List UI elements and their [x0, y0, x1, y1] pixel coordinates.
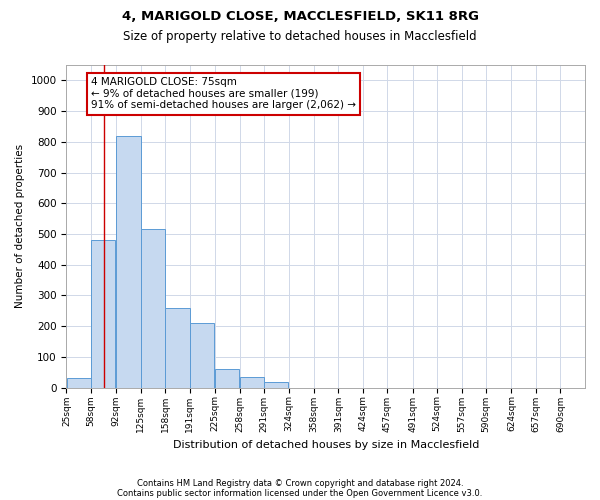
Bar [166, 308, 190, 388]
X-axis label: Distribution of detached houses by size in Macclesfield: Distribution of detached houses by size … [173, 440, 479, 450]
Bar [215, 369, 239, 388]
Text: Size of property relative to detached houses in Macclesfield: Size of property relative to detached ho… [123, 30, 477, 43]
Bar [116, 136, 140, 388]
Text: Contains public sector information licensed under the Open Government Licence v3: Contains public sector information licen… [118, 488, 482, 498]
Bar [67, 378, 91, 388]
Bar [141, 230, 165, 388]
Bar [240, 377, 264, 388]
Bar [91, 240, 115, 388]
Text: 4 MARIGOLD CLOSE: 75sqm
← 9% of detached houses are smaller (199)
91% of semi-de: 4 MARIGOLD CLOSE: 75sqm ← 9% of detached… [91, 78, 356, 110]
Y-axis label: Number of detached properties: Number of detached properties [15, 144, 25, 308]
Text: Contains HM Land Registry data © Crown copyright and database right 2024.: Contains HM Land Registry data © Crown c… [137, 478, 463, 488]
Bar [190, 323, 214, 388]
Bar [264, 382, 289, 388]
Text: 4, MARIGOLD CLOSE, MACCLESFIELD, SK11 8RG: 4, MARIGOLD CLOSE, MACCLESFIELD, SK11 8R… [121, 10, 479, 23]
